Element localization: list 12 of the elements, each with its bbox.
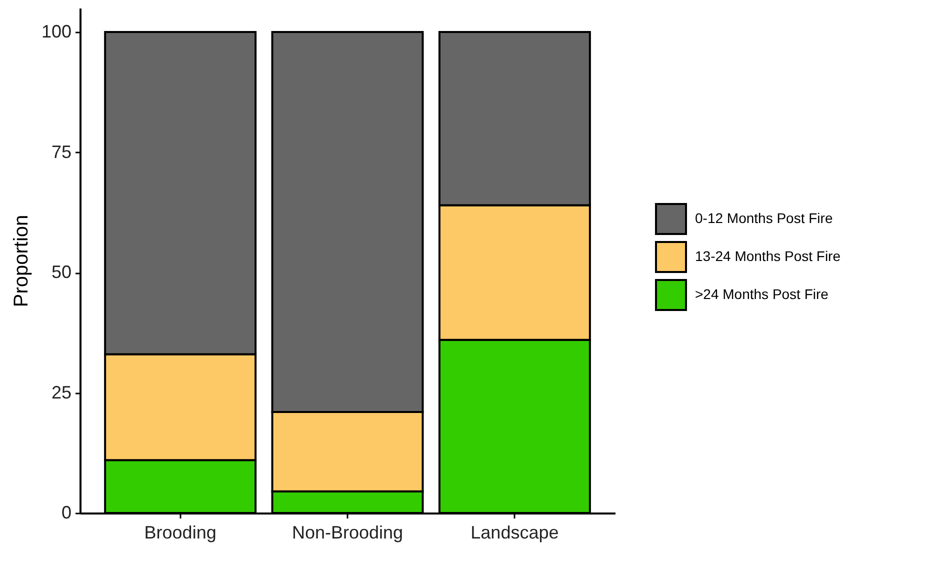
x-tick-label: Landscape bbox=[470, 522, 559, 542]
y-axis-title: Proportion bbox=[10, 214, 32, 308]
x-tick-label: Non-Brooding bbox=[292, 522, 404, 542]
legend-label: 13-24 Months Post Fire bbox=[695, 248, 841, 264]
y-tick-label: 50 bbox=[51, 262, 72, 282]
y-tick-label: 0 bbox=[61, 502, 72, 522]
y-tick-label: 25 bbox=[51, 382, 72, 402]
x-tick-label: Brooding bbox=[144, 522, 216, 542]
y-tick-label: 75 bbox=[51, 142, 72, 162]
legend-label: >24 Months Post Fire bbox=[695, 286, 829, 302]
y-tick-label: 100 bbox=[41, 22, 72, 42]
legend-label: 0-12 Months Post Fire bbox=[695, 210, 833, 226]
